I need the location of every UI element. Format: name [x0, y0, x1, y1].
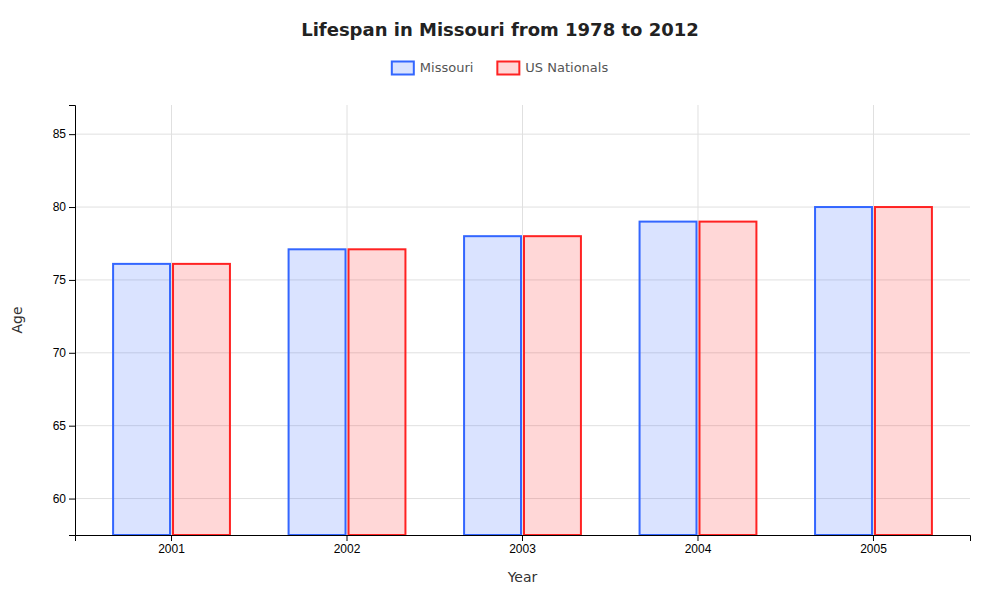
x-tick-label: 2002 — [334, 542, 361, 556]
x-tick-mark — [697, 535, 698, 541]
x-tick-label: 2005 — [860, 542, 887, 556]
y-tick-label: 70 — [53, 346, 67, 360]
x-tick-label: 2001 — [158, 542, 185, 556]
y-tick-label: 75 — [53, 273, 67, 287]
bar — [349, 249, 406, 535]
y-tick-mark — [69, 426, 75, 427]
chart-container: 2001 2002 2003 2004 2005 60 65 70 75 80 85 Year Age L… — [0, 0, 1000, 600]
grid-line-x — [873, 105, 874, 535]
y-tick: 65 — [53, 419, 75, 433]
legend-label: Missouri — [420, 60, 474, 75]
x-tick-label: 2004 — [685, 542, 712, 556]
y-tick-mark — [69, 353, 75, 354]
x-tick: 2004 — [685, 535, 712, 556]
grid-line-x — [347, 105, 348, 535]
bars — [113, 207, 932, 535]
chart-svg: 2001 2002 2003 2004 2005 60 65 70 75 80 85 Year Age L… — [0, 0, 1000, 600]
y-tick-label: 65 — [53, 419, 67, 433]
grid-line-x — [522, 105, 523, 535]
y-tick: 75 — [53, 273, 75, 287]
legend-label: US Nationals — [525, 60, 608, 75]
x-tick-label: 2003 — [509, 542, 536, 556]
x-tick-mark — [347, 535, 348, 541]
bar — [875, 207, 932, 535]
legend-swatch — [497, 62, 519, 75]
x-tick: 2005 — [860, 535, 887, 556]
y-tick-mark — [69, 134, 75, 135]
bar — [815, 207, 872, 535]
x-tick: 2001 — [158, 535, 185, 556]
y-axis-title: Age — [9, 306, 25, 333]
legend-item: Missouri — [392, 60, 474, 75]
x-tick-mark — [522, 535, 523, 541]
bar — [524, 236, 581, 535]
y-tick: 70 — [53, 346, 75, 360]
bar — [699, 222, 756, 535]
bar-series — [173, 207, 932, 535]
x-tick: 2003 — [509, 535, 536, 556]
x-tick-mark — [873, 535, 874, 541]
bar — [640, 222, 697, 535]
bar-series — [113, 207, 872, 535]
x-tick: 2002 — [334, 535, 361, 556]
bar — [289, 249, 346, 535]
grid — [75, 105, 970, 535]
y-tick: 80 — [53, 200, 75, 214]
y-axis: 60 65 70 75 80 85 — [53, 106, 76, 536]
y-tick: 60 — [53, 492, 75, 506]
x-tick-mark — [171, 535, 172, 541]
y-tick-label: 85 — [53, 127, 67, 141]
grid-line-x — [697, 105, 698, 535]
y-tick-label: 80 — [53, 200, 67, 214]
bar — [113, 264, 170, 535]
chart-title: Lifespan in Missouri from 1978 to 2012 — [301, 19, 699, 40]
x-axis-title: Year — [507, 569, 538, 585]
grid-line-x — [171, 105, 172, 535]
legend-swatch — [392, 62, 414, 75]
legend-item: US Nationals — [497, 60, 608, 75]
bar — [464, 236, 521, 535]
x-axis-line — [76, 536, 971, 542]
plot-area: 2001 2002 2003 2004 2005 60 65 70 75 80 85 — [53, 105, 971, 556]
legend: Missouri US Nationals — [392, 60, 609, 75]
y-tick-mark — [69, 207, 75, 208]
y-tick-label: 60 — [53, 492, 67, 506]
bar — [173, 264, 230, 535]
y-tick-mark — [69, 499, 75, 500]
y-tick: 85 — [53, 127, 75, 141]
x-axis: 2001 2002 2003 2004 2005 — [76, 535, 971, 556]
y-axis-line — [69, 106, 76, 536]
y-tick-mark — [69, 280, 75, 281]
